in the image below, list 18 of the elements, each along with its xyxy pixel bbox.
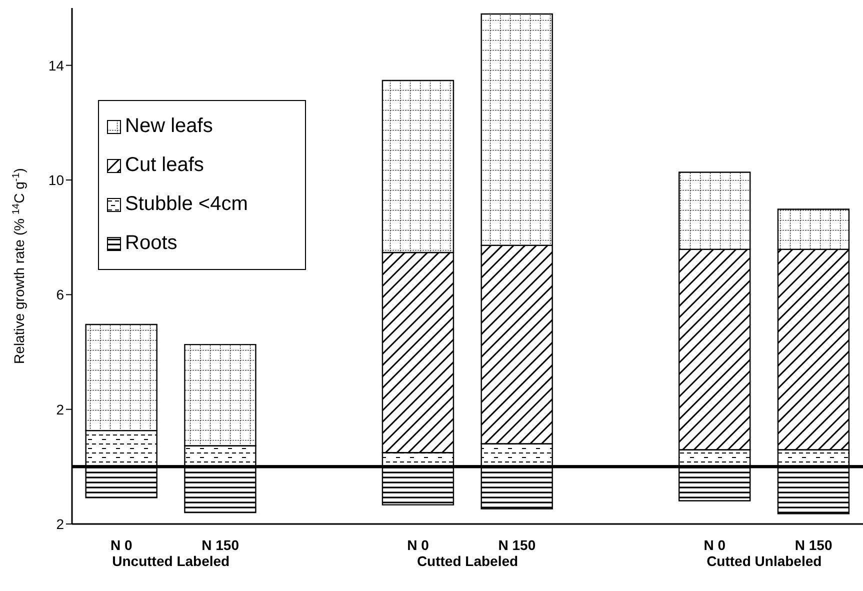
y-tick-label: 6 bbox=[56, 286, 64, 303]
text: Cutted Unlabeled bbox=[706, 553, 823, 569]
legend-label: Stubble <4cm bbox=[125, 193, 248, 216]
x-tick-label: N 150 bbox=[202, 537, 240, 553]
y-tick-label: 2 bbox=[56, 401, 64, 418]
y-tick-label: 10 bbox=[48, 172, 64, 188]
x-tick-label: N 150 bbox=[794, 537, 832, 553]
text: Uncutted Labeled bbox=[111, 553, 231, 569]
y-tick-label: 14 bbox=[48, 57, 64, 74]
x-tick-label: N 150 bbox=[498, 537, 536, 553]
y-tick-label: 2 bbox=[56, 516, 64, 532]
legend-label: New leafs bbox=[125, 115, 213, 138]
text: Cutted Labeled bbox=[416, 553, 520, 569]
x-tick-label: N 0 bbox=[407, 537, 430, 553]
x-tick-label: N 0 bbox=[704, 537, 726, 553]
legend-label: Cut leafs bbox=[125, 154, 204, 177]
legend-label: Roots bbox=[125, 232, 178, 255]
x-tick-label: N 0 bbox=[110, 537, 133, 553]
